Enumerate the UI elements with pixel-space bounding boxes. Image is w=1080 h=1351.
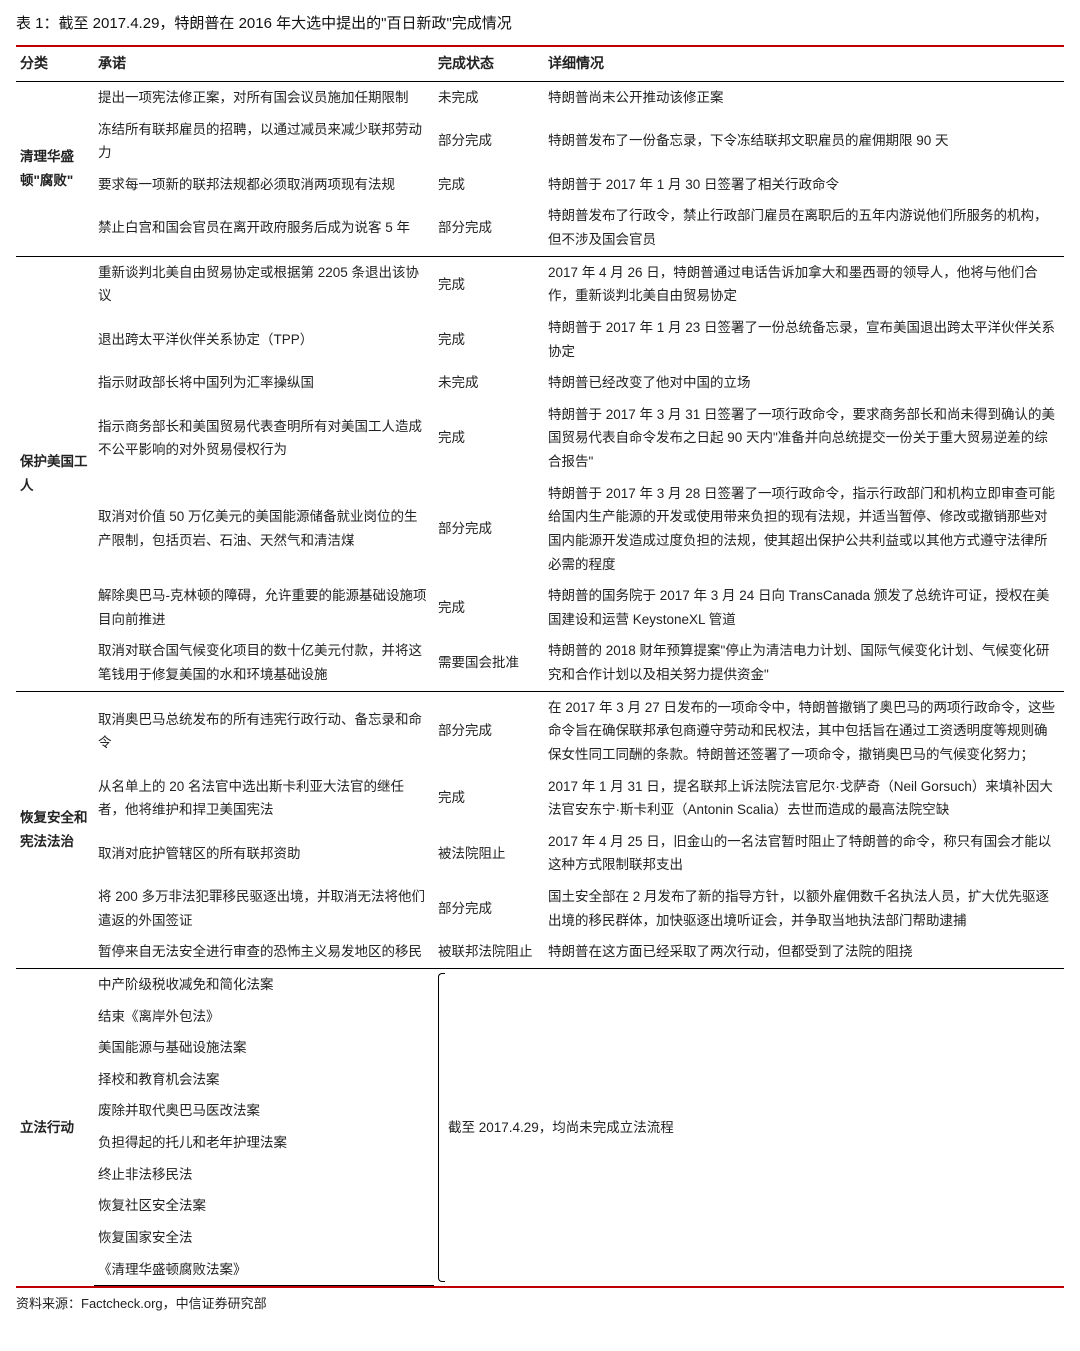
table-row: 清理华盛顿"腐败"提出一项宪法修正案，对所有国会议员施加任期限制未完成特朗普尚未… — [16, 81, 1064, 113]
status-cell: 部分完成 — [434, 478, 544, 581]
table-row: 退出跨太平洋伙伴关系协定（TPP）完成特朗普于 2017 年 1 月 23 日签… — [16, 312, 1064, 367]
status-cell: 部分完成 — [434, 114, 544, 169]
promise-cell: 要求每一项新的联邦法规都必须取消两项现有法规 — [94, 169, 434, 201]
promise-cell: 将 200 多万非法犯罪移民驱逐出境，并取消无法将他们遣返的外国签证 — [94, 881, 434, 936]
detail-cell: 特朗普已经改变了他对中国的立场 — [544, 367, 1064, 399]
status-cell: 完成 — [434, 256, 544, 312]
promise-cell: 负担得起的托儿和老年护理法案 — [94, 1127, 434, 1159]
category-cell: 保护美国工人 — [16, 256, 94, 691]
table-row: 解除奥巴马-克林顿的障碍，允许重要的能源基础设施项目向前推进完成特朗普的国务院于… — [16, 580, 1064, 635]
table-header-row: 分类 承诺 完成状态 详细情况 — [16, 47, 1064, 81]
status-cell: 完成 — [434, 399, 544, 478]
table-row: 保护美国工人重新谈判北美自由贸易协定或根据第 2205 条退出该协议完成2017… — [16, 256, 1064, 312]
promise-cell: 中产阶级税收减免和简化法案 — [94, 968, 434, 1000]
table-caption: 表 1：截至 2017.4.29，特朗普在 2016 年大选中提出的"百日新政"… — [16, 12, 1064, 39]
table-row: 冻结所有联邦雇员的招聘，以通过减员来减少联邦劳动力部分完成特朗普发布了一份备忘录… — [16, 114, 1064, 169]
detail-cell: 特朗普于 2017 年 1 月 23 日签署了一份总统备忘录，宣布美国退出跨太平… — [544, 312, 1064, 367]
table-row: 将 200 多万非法犯罪移民驱逐出境，并取消无法将他们遣返的外国签证部分完成国土… — [16, 881, 1064, 936]
detail-cell: 特朗普的国务院于 2017 年 3 月 24 日向 TransCanada 颁发… — [544, 580, 1064, 635]
category-cell: 恢复安全和宪法法治 — [16, 691, 94, 968]
table-row: 取消对庇护管辖区的所有联邦资助被法院阻止2017 年 4 月 25 日，旧金山的… — [16, 826, 1064, 881]
status-cell: 部分完成 — [434, 200, 544, 256]
merged-status-cell: 截至 2017.4.29，均尚未完成立法流程 — [434, 968, 1064, 1285]
promise-cell: 提出一项宪法修正案，对所有国会议员施加任期限制 — [94, 81, 434, 113]
category-cell: 清理华盛顿"腐败" — [16, 81, 94, 256]
status-cell: 被法院阻止 — [434, 826, 544, 881]
category-cell: 立法行动 — [16, 968, 94, 1285]
table-row: 要求每一项新的联邦法规都必须取消两项现有法规完成特朗普于 2017 年 1 月 … — [16, 169, 1064, 201]
status-cell: 完成 — [434, 169, 544, 201]
detail-cell: 2017 年 4 月 26 日，特朗普通过电话告诉加拿大和墨西哥的领导人，他将与… — [544, 256, 1064, 312]
detail-cell: 特朗普尚未公开推动该修正案 — [544, 81, 1064, 113]
promise-cell: 取消对联合国气候变化项目的数十亿美元付款，并将这笔钱用于修复美国的水和环境基础设… — [94, 635, 434, 691]
col-header-detail: 详细情况 — [544, 47, 1064, 81]
table-row: 指示商务部长和美国贸易代表查明所有对美国工人造成不公平影响的对外贸易侵权行为完成… — [16, 399, 1064, 478]
source-line: 资料来源：Factcheck.org，中信证券研究部 — [16, 1294, 1064, 1314]
table-row: 取消对价值 50 万亿美元的美国能源储备就业岗位的生产限制，包括页岩、石油、天然… — [16, 478, 1064, 581]
promise-cell: 取消奥巴马总统发布的所有违宪行政行动、备忘录和命令 — [94, 691, 434, 770]
table-row: 禁止白宫和国会官员在离开政府服务后成为说客 5 年部分完成特朗普发布了行政令，禁… — [16, 200, 1064, 256]
promise-cell: 禁止白宫和国会官员在离开政府服务后成为说客 5 年 — [94, 200, 434, 256]
detail-cell: 特朗普于 2017 年 3 月 31 日签署了一项行政命令，要求商务部长和尚未得… — [544, 399, 1064, 478]
detail-cell: 在 2017 年 3 月 27 日发布的一项命令中，特朗普撤销了奥巴马的两项行政… — [544, 691, 1064, 770]
table-row: 取消对联合国气候变化项目的数十亿美元付款，并将这笔钱用于修复美国的水和环境基础设… — [16, 635, 1064, 691]
detail-cell: 特朗普发布了行政令，禁止行政部门雇员在离职后的五年内游说他们所服务的机构，但不涉… — [544, 200, 1064, 256]
detail-cell: 2017 年 1 月 31 日，提名联邦上诉法院法官尼尔·戈萨奇（Neil Go… — [544, 771, 1064, 826]
promise-cell: 暂停来自无法安全进行审查的恐怖主义易发地区的移民 — [94, 936, 434, 968]
col-header-status: 完成状态 — [434, 47, 544, 81]
col-header-category: 分类 — [16, 47, 94, 81]
promise-cell: 取消对价值 50 万亿美元的美国能源储备就业岗位的生产限制，包括页岩、石油、天然… — [94, 478, 434, 581]
detail-cell: 2017 年 4 月 25 日，旧金山的一名法官暂时阻止了特朗普的命令，称只有国… — [544, 826, 1064, 881]
table-row: 暂停来自无法安全进行审查的恐怖主义易发地区的移民被联邦法院阻止特朗普在这方面已经… — [16, 936, 1064, 968]
promise-cell: 终止非法移民法 — [94, 1159, 434, 1191]
detail-cell: 特朗普于 2017 年 1 月 30 日签署了相关行政命令 — [544, 169, 1064, 201]
promise-cell: 重新谈判北美自由贸易协定或根据第 2205 条退出该协议 — [94, 256, 434, 312]
detail-cell: 国土安全部在 2 月发布了新的指导方针，以额外雇佣数千名执法人员，扩大优先驱逐出… — [544, 881, 1064, 936]
promise-cell: 取消对庇护管辖区的所有联邦资助 — [94, 826, 434, 881]
table-row: 恢复安全和宪法法治取消奥巴马总统发布的所有违宪行政行动、备忘录和命令部分完成在 … — [16, 691, 1064, 770]
promise-cell: 废除并取代奥巴马医改法案 — [94, 1095, 434, 1127]
promise-cell: 恢复国家安全法 — [94, 1222, 434, 1254]
table-row: 指示财政部长将中国列为汇率操纵国未完成特朗普已经改变了他对中国的立场 — [16, 367, 1064, 399]
col-header-promise: 承诺 — [94, 47, 434, 81]
detail-cell: 特朗普于 2017 年 3 月 28 日签署了一项行政命令，指示行政部门和机构立… — [544, 478, 1064, 581]
promise-cell: 恢复社区安全法案 — [94, 1190, 434, 1222]
detail-cell: 特朗普在这方面已经采取了两次行动，但都受到了法院的阻挠 — [544, 936, 1064, 968]
status-cell: 完成 — [434, 771, 544, 826]
table-row: 从名单上的 20 名法官中选出斯卡利亚大法官的继任者，他将维护和捍卫美国宪法完成… — [16, 771, 1064, 826]
promise-cell: 退出跨太平洋伙伴关系协定（TPP） — [94, 312, 434, 367]
promise-cell: 从名单上的 20 名法官中选出斯卡利亚大法官的继任者，他将维护和捍卫美国宪法 — [94, 771, 434, 826]
promise-cell: 结束《离岸外包法》 — [94, 1001, 434, 1033]
status-cell: 完成 — [434, 580, 544, 635]
status-cell: 需要国会批准 — [434, 635, 544, 691]
status-cell: 未完成 — [434, 81, 544, 113]
promise-cell: 冻结所有联邦雇员的招聘，以通过减员来减少联邦劳动力 — [94, 114, 434, 169]
detail-cell: 特朗普发布了一份备忘录，下令冻结联邦文职雇员的雇佣期限 90 天 — [544, 114, 1064, 169]
promise-cell: 择校和教育机会法案 — [94, 1064, 434, 1096]
status-cell: 被联邦法院阻止 — [434, 936, 544, 968]
promise-cell: 美国能源与基础设施法案 — [94, 1032, 434, 1064]
promise-cell: 解除奥巴马-克林顿的障碍，允许重要的能源基础设施项目向前推进 — [94, 580, 434, 635]
policy-table: 分类 承诺 完成状态 详细情况 清理华盛顿"腐败"提出一项宪法修正案，对所有国会… — [16, 47, 1064, 1286]
status-cell: 部分完成 — [434, 881, 544, 936]
bottom-rule — [16, 1286, 1064, 1288]
promise-cell: 《清理华盛顿腐败法案》 — [94, 1254, 434, 1286]
status-cell: 未完成 — [434, 367, 544, 399]
status-cell: 部分完成 — [434, 691, 544, 770]
promise-cell: 指示商务部长和美国贸易代表查明所有对美国工人造成不公平影响的对外贸易侵权行为 — [94, 399, 434, 478]
table-row: 立法行动中产阶级税收减免和简化法案截至 2017.4.29，均尚未完成立法流程 — [16, 968, 1064, 1000]
promise-cell: 指示财政部长将中国列为汇率操纵国 — [94, 367, 434, 399]
status-cell: 完成 — [434, 312, 544, 367]
detail-cell: 特朗普的 2018 财年预算提案"停止为清洁电力计划、国际气候变化计划、气候变化… — [544, 635, 1064, 691]
